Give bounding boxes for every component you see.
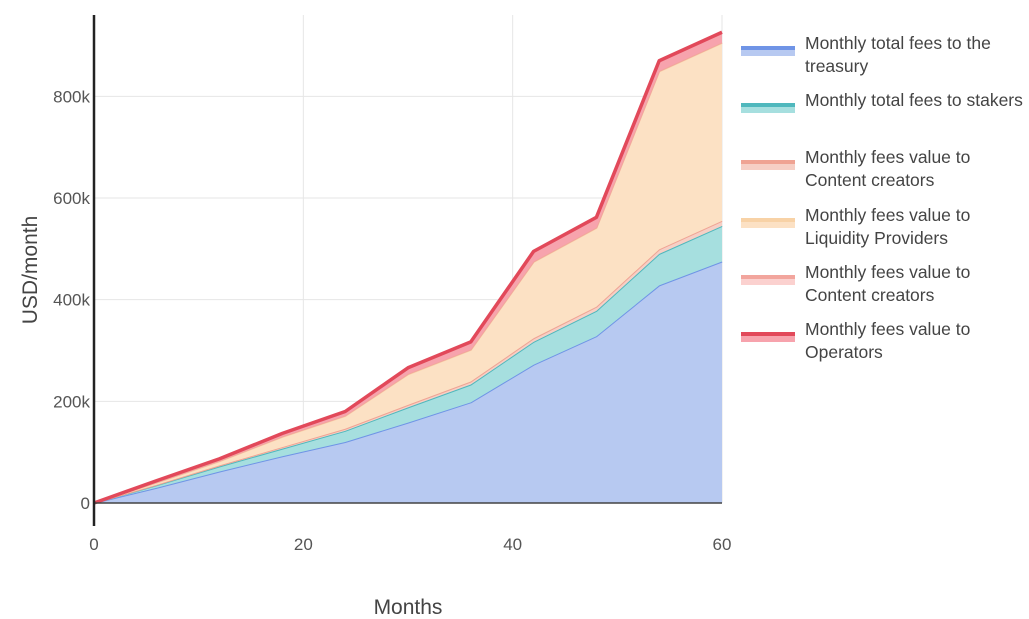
legend-item: Monthly total fees to stakers (741, 89, 1029, 146)
legend-label: Monthly fees value to Content creators (805, 261, 971, 305)
legend-swatch (741, 103, 795, 114)
area-series-1 (94, 261, 722, 503)
y-tick-label: 800k (53, 87, 90, 106)
x-tick-label: 0 (89, 535, 98, 554)
legend-swatch (741, 46, 795, 56)
x-tick-label: 40 (503, 535, 522, 554)
legend-label: Monthly total fees to the treasury (805, 33, 991, 76)
axes (92, 15, 722, 526)
area-series-4 (94, 42, 722, 504)
legend-swatch (741, 274, 795, 285)
legend-item: Monthly fees value to Content creators (741, 146, 1029, 203)
legend-label: Monthly fees value to Content creators (805, 147, 971, 191)
tick-labels: 0 200k 400k 600k 800k 0 20 40 60 (53, 87, 731, 554)
legend-label: Monthly fees value to Operators (805, 318, 971, 362)
area-series (93, 30, 723, 505)
legend-item: Monthly fees value to Content creators (741, 261, 1029, 318)
legend-swatch (741, 331, 795, 342)
y-tick-label: 400k (53, 291, 90, 310)
legend-item: Monthly fees value to Liquidity Provider… (741, 204, 1029, 261)
legend-item: Monthly fees value to Operators (741, 318, 1029, 375)
legend-label: Monthly fees value to Liquidity Provider… (805, 204, 971, 248)
legend-swatch (741, 217, 795, 228)
x-tick-label: 20 (294, 535, 313, 554)
legend-label: Monthly total fees to stakers (805, 90, 1023, 111)
y-tick-label: 600k (53, 189, 90, 208)
y-tick-label: 0 (81, 494, 90, 513)
y-tick-label: 200k (53, 392, 90, 411)
legend-swatch (741, 160, 795, 171)
legend: Monthly total fees to the treasury Monthl… (741, 32, 1029, 375)
y-axis-title: USD/month (19, 216, 42, 325)
legend-item: Monthly total fees to the treasury (741, 32, 1029, 89)
x-axis-title: Months (374, 596, 443, 619)
series-line-6 (93, 30, 723, 505)
x-tick-label: 60 (713, 535, 732, 554)
